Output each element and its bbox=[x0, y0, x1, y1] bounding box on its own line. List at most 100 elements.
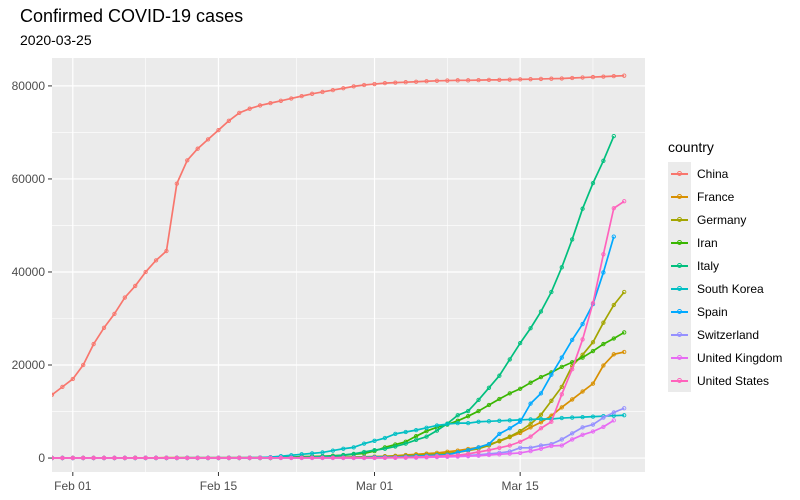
data-point bbox=[445, 421, 450, 427]
data-point bbox=[507, 391, 512, 396]
data-point bbox=[590, 429, 596, 434]
data-point bbox=[424, 79, 429, 84]
data-point bbox=[9, 456, 12, 459]
series-line-china bbox=[52, 74, 625, 396]
data-point bbox=[185, 455, 190, 461]
data-point bbox=[351, 445, 356, 450]
data-point bbox=[29, 456, 32, 459]
data-point bbox=[60, 384, 65, 390]
data-point bbox=[237, 110, 242, 116]
data-point bbox=[112, 455, 117, 461]
legend-label: United States bbox=[697, 373, 770, 388]
data-point bbox=[507, 451, 512, 456]
data-point bbox=[341, 446, 346, 451]
legend-marker bbox=[677, 308, 682, 314]
data-point bbox=[580, 75, 585, 80]
data-point bbox=[153, 455, 159, 461]
legend-item-china: China bbox=[668, 162, 782, 185]
data-point bbox=[424, 434, 429, 439]
legend-item-iran: Iran bbox=[668, 231, 782, 254]
data-point bbox=[143, 269, 148, 275]
data-point bbox=[330, 87, 336, 93]
chart-subtitle: 2020-03-25 bbox=[20, 32, 92, 48]
data-point bbox=[580, 321, 585, 327]
data-point bbox=[0, 433, 2, 436]
data-point bbox=[19, 456, 22, 459]
data-point bbox=[9, 425, 12, 428]
data-point bbox=[19, 456, 22, 459]
data-point bbox=[52, 455, 55, 461]
data-point bbox=[476, 449, 481, 455]
data-point bbox=[497, 396, 502, 402]
legend-item-south-korea: South Korea bbox=[668, 277, 782, 300]
data-point bbox=[528, 434, 533, 439]
data-point bbox=[559, 265, 564, 270]
data-point bbox=[278, 455, 284, 460]
legend-label: Switzerland bbox=[697, 327, 760, 342]
data-point bbox=[434, 454, 440, 459]
data-point bbox=[538, 446, 544, 451]
data-point bbox=[497, 373, 502, 378]
data-point bbox=[195, 455, 200, 461]
data-point bbox=[507, 357, 512, 362]
data-point bbox=[590, 348, 596, 354]
legend-label: France bbox=[697, 189, 735, 204]
data-point bbox=[611, 352, 616, 357]
data-point bbox=[590, 381, 596, 386]
data-point bbox=[164, 248, 169, 254]
data-point bbox=[486, 452, 492, 458]
data-point bbox=[351, 84, 356, 89]
data-point bbox=[403, 429, 408, 435]
data-point bbox=[611, 73, 616, 79]
data-point bbox=[507, 426, 512, 431]
data-point bbox=[226, 455, 232, 460]
data-point bbox=[299, 455, 304, 460]
data-point bbox=[320, 450, 325, 455]
data-point bbox=[590, 422, 596, 427]
data-point bbox=[601, 252, 606, 257]
legend-key bbox=[668, 185, 691, 208]
data-point bbox=[518, 428, 523, 434]
data-point bbox=[549, 443, 554, 449]
data-point bbox=[0, 456, 2, 459]
data-point bbox=[549, 372, 554, 377]
data-point bbox=[549, 419, 554, 424]
legend-key bbox=[668, 346, 691, 369]
data-point bbox=[372, 455, 377, 460]
data-point bbox=[19, 456, 22, 459]
data-point bbox=[528, 421, 533, 427]
data-point bbox=[611, 302, 616, 308]
x-tick-label: Feb 15 bbox=[200, 479, 238, 493]
data-point bbox=[455, 78, 460, 83]
data-point bbox=[70, 455, 75, 461]
data-point bbox=[622, 330, 627, 335]
data-point bbox=[19, 417, 22, 420]
chart-title: Confirmed COVID-19 cases bbox=[20, 6, 244, 26]
data-point bbox=[590, 414, 596, 419]
legend-key bbox=[668, 323, 691, 346]
series-layer bbox=[0, 73, 627, 461]
data-point bbox=[538, 309, 544, 314]
data-point bbox=[237, 455, 242, 460]
data-point bbox=[549, 76, 554, 81]
data-point bbox=[465, 421, 471, 426]
data-point bbox=[112, 311, 117, 316]
data-point bbox=[268, 455, 273, 460]
data-point bbox=[580, 352, 585, 357]
gridlines bbox=[52, 58, 645, 472]
data-point bbox=[29, 456, 32, 459]
data-point bbox=[445, 78, 450, 83]
data-point bbox=[289, 455, 294, 460]
data-point bbox=[19, 456, 22, 459]
legend-items: China France Germany Iran Italy South Korea Sp… bbox=[668, 162, 782, 392]
data-point bbox=[382, 80, 388, 86]
data-point bbox=[476, 408, 481, 414]
data-point bbox=[570, 431, 575, 436]
data-point bbox=[257, 103, 263, 108]
data-point bbox=[622, 349, 627, 355]
data-point bbox=[133, 283, 138, 289]
data-point bbox=[497, 445, 502, 450]
data-point bbox=[601, 74, 606, 79]
data-point bbox=[559, 76, 564, 81]
data-point bbox=[19, 456, 22, 459]
